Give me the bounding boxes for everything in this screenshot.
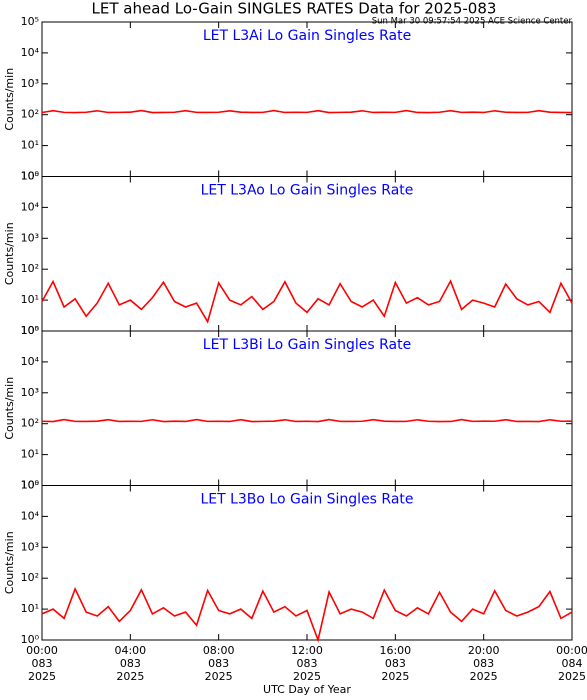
- x-tick-year: 2025: [381, 670, 409, 683]
- panel-title: LET L3Bo Lo Gain Singles Rate: [200, 492, 413, 508]
- y-tick-label: 10²: [21, 417, 39, 430]
- x-tick-year: 2025: [28, 670, 56, 683]
- x-tick-label: 20:00: [468, 644, 500, 657]
- x-tick-label: 00:00: [556, 644, 587, 657]
- x-tick-label: 00:00: [26, 644, 58, 657]
- y-tick-label: 10⁴: [21, 46, 40, 59]
- y-tick-label: 10⁰: [21, 170, 40, 183]
- panel-title: LET L3Ao Lo Gain Singles Rate: [201, 183, 414, 199]
- y-tick-label: 10¹: [21, 293, 39, 306]
- y-tick-label: 10⁰: [21, 324, 40, 337]
- x-tick-year: 2025: [558, 670, 586, 683]
- y-tick-label: 10³: [21, 77, 39, 90]
- x-tick-day: 083: [297, 657, 318, 670]
- x-axis-label: UTC Day of Year: [263, 683, 351, 696]
- x-tick-label: 16:00: [379, 644, 411, 657]
- y-tick-label: 10³: [21, 540, 39, 553]
- data-line: [41, 109, 573, 114]
- x-tick-day: 083: [385, 657, 406, 670]
- y-tick-label: 10²: [21, 571, 39, 584]
- y-axis-label: Counts/min: [3, 222, 16, 285]
- panel-title: LET L3Ai Lo Gain Singles Rate: [203, 28, 411, 44]
- y-tick-label: 10⁵: [21, 15, 39, 28]
- y-tick-label: 10²: [21, 262, 39, 275]
- x-tick-label: 08:00: [203, 644, 235, 657]
- page-title: LET ahead Lo-Gain SINGLES RATES Data for…: [92, 0, 497, 18]
- x-tick-day: 083: [208, 657, 229, 670]
- y-tick-label: 10⁴: [21, 509, 40, 522]
- y-tick-label: 10³: [21, 386, 39, 399]
- y-tick-label: 10⁴: [21, 355, 40, 368]
- x-tick-day: 083: [32, 657, 53, 670]
- y-tick-label: 10⁰: [21, 633, 40, 646]
- data-line: [41, 418, 573, 423]
- y-tick-label: 10¹: [21, 448, 39, 461]
- y-tick-label: 10⁰: [21, 479, 40, 492]
- y-tick-label: 10⁵: [21, 324, 39, 337]
- x-tick-day: 083: [120, 657, 141, 670]
- x-tick-label: 12:00: [291, 644, 323, 657]
- x-tick-year: 2025: [116, 670, 144, 683]
- y-tick-label: 10¹: [21, 602, 39, 615]
- y-tick-label: 10⁵: [21, 479, 39, 492]
- y-tick-label: 10⁵: [21, 170, 39, 183]
- y-axis-label: Counts/min: [3, 531, 16, 594]
- y-tick-label: 10⁴: [21, 200, 40, 213]
- x-tick-year: 2025: [470, 670, 498, 683]
- y-tick-label: 10¹: [21, 139, 39, 152]
- y-tick-label: 10³: [21, 231, 39, 244]
- data-line: [41, 279, 573, 324]
- y-axis-label: Counts/min: [3, 68, 16, 131]
- y-axis-label: Counts/min: [3, 377, 16, 440]
- y-tick-label: 10²: [21, 108, 39, 121]
- data-line: [41, 586, 573, 643]
- x-tick-day: 084: [562, 657, 583, 670]
- x-tick-year: 2025: [205, 670, 233, 683]
- x-tick-label: 04:00: [114, 644, 146, 657]
- x-tick-day: 083: [473, 657, 494, 670]
- x-tick-year: 2025: [293, 670, 321, 683]
- panel-title: LET L3Bi Lo Gain Singles Rate: [203, 337, 411, 353]
